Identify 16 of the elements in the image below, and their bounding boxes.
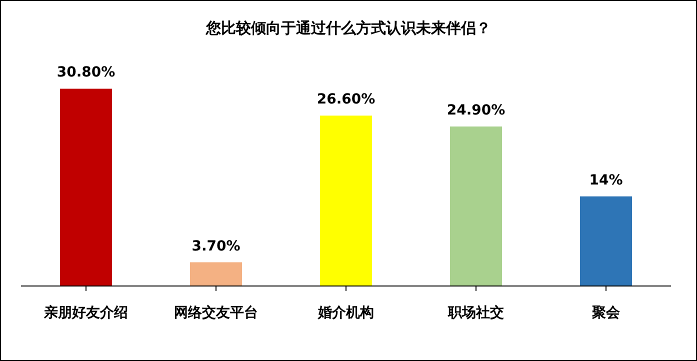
bar (580, 196, 632, 286)
x-tick-label: 职场社交 (447, 304, 504, 321)
data-label: 3.70% (192, 238, 240, 254)
bar (320, 116, 372, 286)
x-tick-label: 亲朋好友介绍 (43, 304, 128, 321)
x-tick-label: 聚会 (591, 304, 621, 321)
x-tick-label: 网络交友平台 (174, 304, 258, 321)
data-label: 14% (589, 172, 623, 188)
chart-title: 您比较倾向于通过什么方式认识未来伴侣？ (204, 19, 492, 38)
data-label: 24.90% (446, 102, 506, 118)
data-label: 30.80% (56, 64, 116, 81)
bar (190, 262, 242, 286)
bar (450, 126, 502, 286)
data-label: 26.60% (316, 92, 376, 108)
bar (60, 88, 112, 286)
x-tick-label: 婚介机构 (317, 304, 374, 321)
